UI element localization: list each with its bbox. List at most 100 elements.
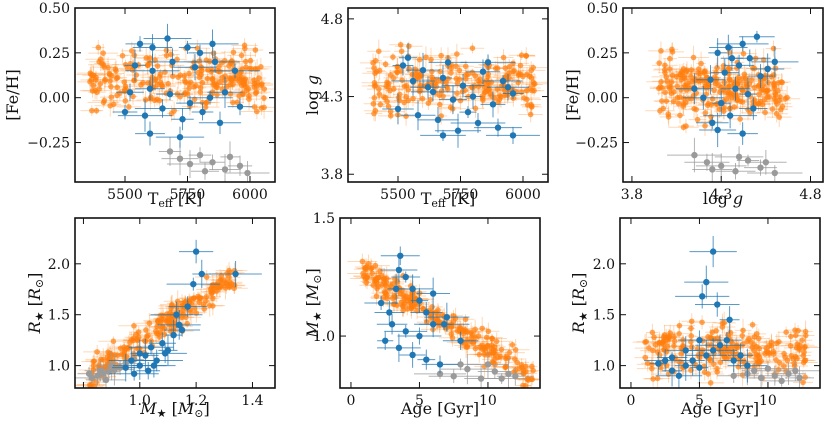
y-tick-label: 1.5: [48, 308, 70, 324]
data-point-orange: [445, 75, 451, 82]
data-point-gray: [176, 155, 184, 162]
data-point-blue: [725, 44, 732, 51]
data-point-orange: [436, 92, 443, 99]
data-point-blue: [382, 337, 389, 344]
data-point-orange: [698, 60, 704, 67]
data-point-orange: [741, 358, 748, 364]
data-point-orange: [101, 97, 108, 104]
data-point-orange: [215, 284, 222, 291]
y-tick-label: 1.0: [313, 329, 335, 345]
data-point-gray: [457, 361, 464, 368]
data-point-blue: [159, 105, 166, 112]
data-point-orange: [194, 45, 201, 52]
data-point-blue: [232, 270, 239, 278]
data-point-blue: [744, 362, 751, 369]
data-point-orange: [518, 71, 524, 78]
series-orange: [75, 262, 248, 388]
y-axis-label: [Fe/H]: [563, 69, 582, 121]
x-tick-label: 6000: [232, 187, 268, 203]
data-point-blue: [703, 278, 710, 286]
data-point-orange: [101, 78, 108, 84]
data-point-orange: [765, 79, 772, 86]
data-point-orange: [493, 338, 500, 345]
data-point-gray: [735, 153, 743, 161]
data-point-orange: [438, 52, 444, 59]
data-point-orange: [796, 346, 803, 353]
y-axis-label: R★ [R⊙]: [569, 273, 590, 335]
data-point-orange: [134, 336, 141, 343]
data-point-blue: [192, 248, 200, 255]
data-point-orange: [524, 96, 530, 103]
data-point-blue: [377, 299, 385, 307]
data-point-orange: [529, 87, 535, 94]
x-tick-label: 6000: [505, 187, 541, 203]
data-point-gray: [757, 164, 764, 171]
data-point-orange: [485, 343, 491, 349]
data-point-orange: [749, 321, 756, 328]
data-point-orange: [158, 312, 164, 319]
data-point-orange: [704, 102, 711, 109]
data-point-orange: [401, 99, 408, 106]
data-point-blue: [126, 89, 134, 96]
data-point-orange: [769, 106, 776, 112]
x-tick-label: 10: [759, 393, 777, 409]
data-point-orange: [435, 77, 442, 84]
data-point-blue: [675, 372, 683, 379]
y-tick-label: 4.8: [321, 12, 343, 28]
series-blue: [675, 30, 799, 148]
data-point-orange: [208, 68, 214, 75]
data-point-gray: [709, 166, 716, 173]
data-point-orange: [404, 306, 411, 312]
data-point-orange: [758, 87, 765, 93]
data-point-blue: [668, 367, 676, 374]
data-point-orange: [475, 333, 482, 339]
data-point-orange: [668, 79, 675, 85]
data-point-orange: [708, 113, 714, 120]
data-point-orange: [253, 83, 260, 89]
data-point-orange: [678, 350, 685, 357]
data-point-orange: [403, 94, 409, 100]
data-point-orange: [485, 328, 492, 335]
data-point-orange: [105, 349, 111, 355]
panel-teff-logg: 5500 5750 6000 3.8 4.3 4.8 Teff [K] log g: [303, 7, 549, 210]
data-point-blue: [682, 362, 689, 369]
data-point-gray: [771, 169, 778, 177]
data-point-orange: [662, 69, 668, 76]
data-point-orange: [642, 354, 648, 361]
data-point-orange: [689, 78, 695, 85]
data-point-orange: [707, 380, 714, 386]
data-point-blue: [404, 54, 412, 61]
data-point-orange: [390, 86, 397, 92]
data-point-orange: [740, 50, 747, 57]
data-point-orange: [186, 85, 192, 92]
data-point-orange: [385, 83, 392, 90]
data-point-orange: [694, 116, 701, 123]
data-point-orange: [179, 314, 185, 321]
data-point-orange: [469, 331, 476, 337]
data-point-orange: [464, 344, 471, 350]
data-point-blue: [714, 126, 721, 134]
data-point-orange: [776, 114, 783, 120]
data-point-blue: [136, 350, 143, 357]
data-point-orange: [219, 74, 226, 81]
data-point-blue: [186, 99, 194, 107]
data-point-gray: [226, 153, 234, 161]
data-point-orange: [184, 91, 191, 97]
data-point-gray: [450, 372, 457, 380]
data-point-blue: [730, 357, 737, 364]
data-point-orange: [143, 327, 149, 333]
data-point-blue: [397, 252, 404, 259]
data-point-orange: [177, 72, 184, 78]
data-point-gray: [764, 365, 772, 372]
data-point-orange: [168, 110, 175, 117]
data-point-orange: [363, 279, 370, 286]
data-point-orange: [766, 342, 773, 349]
data-point-orange: [699, 319, 705, 326]
data-point-orange: [516, 365, 522, 372]
data-point-orange: [495, 354, 501, 361]
data-point-blue: [709, 248, 717, 255]
data-point-blue: [146, 85, 154, 92]
data-point-orange: [660, 334, 667, 340]
series-blue: [112, 23, 261, 148]
y-tick-label: −0.25: [575, 136, 618, 152]
